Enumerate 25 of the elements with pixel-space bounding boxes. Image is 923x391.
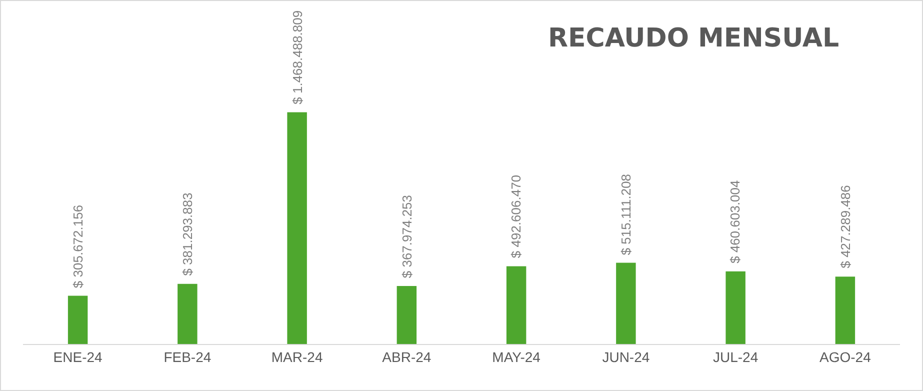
x-tick-label: ENE-24 — [53, 348, 103, 365]
bar — [726, 271, 746, 344]
x-tick-label: JUN-24 — [602, 348, 650, 365]
data-label: $ 515.111.208 — [618, 174, 634, 256]
data-label: $ 427.289.486 — [838, 185, 854, 268]
x-tick-label: AGO-24 — [820, 348, 872, 365]
bar — [616, 262, 636, 344]
x-tick-label: MAY-24 — [492, 348, 541, 365]
x-tick-label: ABR-24 — [382, 348, 432, 365]
bar — [506, 266, 526, 344]
bar — [178, 284, 198, 344]
data-label: $ 367.974.253 — [399, 194, 414, 278]
x-tick-label: JUL-24 — [712, 348, 758, 365]
bar — [396, 286, 417, 344]
x-tick-label: FEB-24 — [164, 348, 212, 365]
data-label: $ 381.293.883 — [180, 192, 196, 276]
bar — [68, 296, 88, 344]
x-tick-label: MAR-24 — [271, 348, 323, 365]
chart-title: RECAUDO MENSUAL — [548, 23, 840, 54]
data-label: $ 460.603.004 — [728, 180, 743, 264]
bar — [287, 112, 307, 344]
data-label: $ 1.468.488.809 — [290, 10, 305, 104]
data-label: $ 492.606.470 — [508, 174, 524, 258]
bar — [835, 276, 856, 344]
data-label: $ 305.672.156 — [70, 204, 86, 288]
